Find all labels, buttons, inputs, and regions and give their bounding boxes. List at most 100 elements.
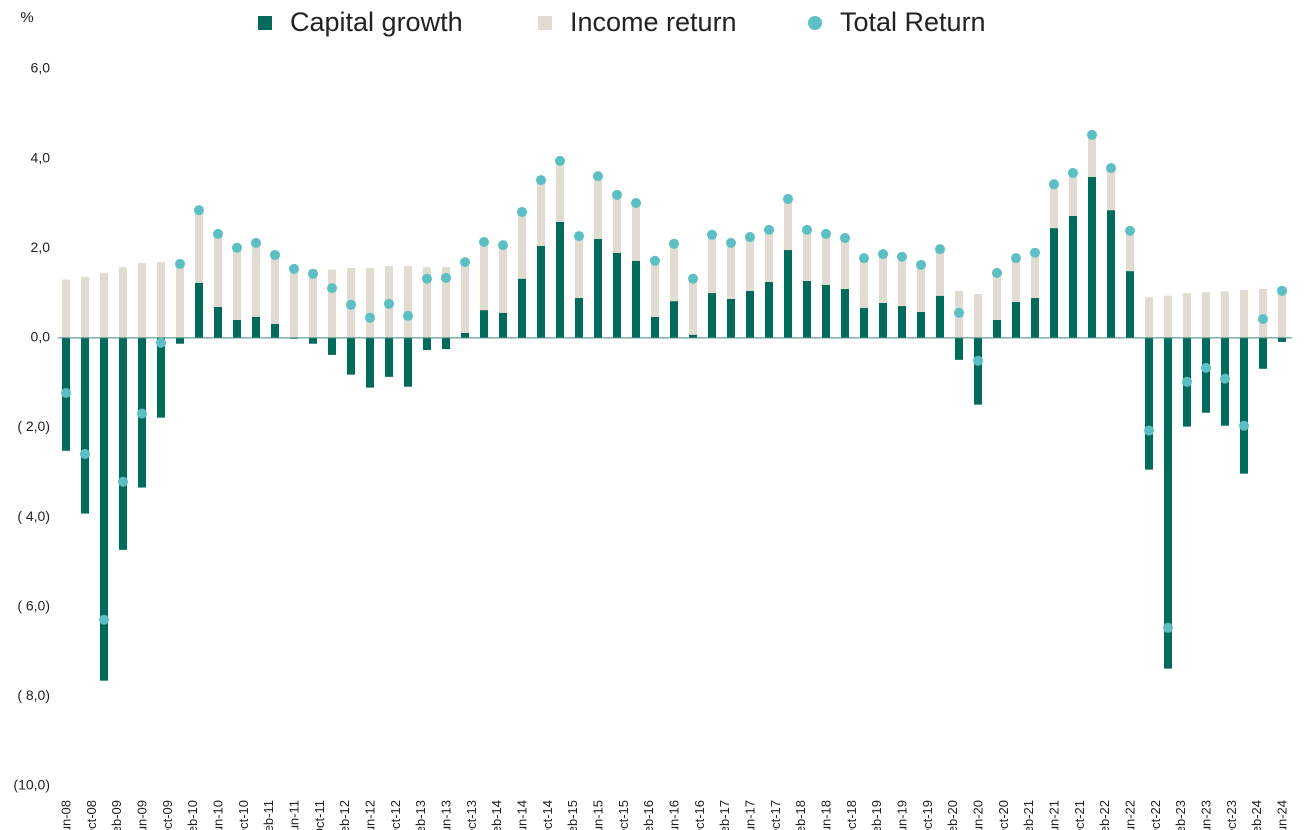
bar <box>1126 230 1134 272</box>
dot <box>1049 179 1059 190</box>
bar <box>974 337 982 405</box>
x-tick-label: Feb-24 <box>1249 800 1264 830</box>
x-tick-label: Oct-19 <box>920 800 935 830</box>
bar <box>176 262 184 338</box>
legend-label: Capital growth <box>290 7 463 37</box>
bar <box>442 267 450 338</box>
bar <box>879 254 887 303</box>
x-tick-label: Jun-23 <box>1198 800 1213 830</box>
dot <box>99 614 109 625</box>
bar <box>1031 252 1039 298</box>
dot <box>1068 167 1078 178</box>
dot <box>1220 373 1230 384</box>
bar <box>423 337 431 350</box>
bar <box>575 236 583 298</box>
bar <box>385 337 393 377</box>
dot <box>973 355 983 366</box>
dot <box>1011 253 1021 264</box>
y-tick-label: (10,0) <box>13 777 50 793</box>
dot <box>954 307 964 318</box>
bar <box>309 337 317 344</box>
bar <box>404 266 412 338</box>
bar <box>841 237 849 290</box>
x-tick-label: Feb-17 <box>717 800 732 830</box>
bar <box>1221 291 1229 338</box>
bar <box>1069 172 1077 216</box>
bar <box>784 250 792 338</box>
x-tick-label: Jun-21 <box>1046 800 1061 830</box>
bar <box>81 337 89 514</box>
x-tick-label: Feb-18 <box>793 800 808 830</box>
dot <box>498 240 508 251</box>
y-tick-label: 0,0 <box>31 329 51 345</box>
x-tick-label: Jun-08 <box>58 800 73 830</box>
bar <box>727 242 735 299</box>
bar <box>936 295 944 338</box>
x-tick-label: Jun-16 <box>666 800 681 830</box>
dot <box>650 255 660 266</box>
x-tick-label: Feb-19 <box>869 800 884 830</box>
dot <box>80 448 90 459</box>
bar <box>1069 215 1077 338</box>
bar <box>993 272 1001 320</box>
dot <box>935 244 945 255</box>
bar <box>993 319 1001 338</box>
bar <box>727 298 735 338</box>
bar <box>974 293 982 338</box>
bar <box>1202 292 1210 338</box>
dot <box>574 231 584 242</box>
x-tick-label: Jun-14 <box>514 800 529 830</box>
bar <box>784 198 792 251</box>
dot <box>479 236 489 247</box>
dot <box>517 206 527 217</box>
bar <box>955 337 963 360</box>
bar <box>1183 293 1191 338</box>
dot <box>1182 376 1192 387</box>
bar <box>594 176 602 239</box>
bar <box>936 249 944 296</box>
x-tick-label: Oct-17 <box>768 800 783 830</box>
bar <box>1145 337 1153 470</box>
dot <box>61 387 71 398</box>
dot <box>232 242 242 253</box>
dot <box>118 476 128 487</box>
bar <box>214 233 222 307</box>
bar <box>613 194 621 253</box>
x-tick-label: Feb-09 <box>109 800 124 830</box>
bar <box>233 247 241 320</box>
bar <box>366 337 374 388</box>
dot <box>270 249 280 260</box>
bar <box>290 267 298 338</box>
bar <box>1240 289 1248 338</box>
x-tick-label: Feb-14 <box>489 800 504 830</box>
bar <box>499 245 507 313</box>
dot <box>327 283 337 294</box>
dot <box>916 259 926 270</box>
bar <box>803 229 811 281</box>
x-tick-label: Jun-24 <box>1274 800 1289 830</box>
dot <box>555 155 565 166</box>
dot <box>365 312 375 323</box>
bar <box>442 337 450 350</box>
legend-marker <box>258 16 272 30</box>
bar <box>1126 271 1134 338</box>
x-tick-label: Oct-22 <box>1148 800 1163 830</box>
dot <box>612 189 622 200</box>
x-tick-label: Jun-20 <box>970 800 985 830</box>
bar <box>1278 337 1286 342</box>
x-tick-label: Oct-16 <box>692 800 707 830</box>
bar <box>708 293 716 338</box>
legend-label: Income return <box>570 7 737 37</box>
bar <box>309 269 317 338</box>
dot <box>669 238 679 249</box>
bar <box>271 254 279 324</box>
y-tick-label: ( 8,0) <box>17 687 50 703</box>
bar <box>746 237 754 291</box>
dot <box>707 229 717 240</box>
bar <box>537 246 545 338</box>
bar <box>860 258 868 308</box>
x-tick-label: Oct-20 <box>996 800 1011 830</box>
dot <box>384 298 394 309</box>
x-tick-label: Feb-21 <box>1021 800 1036 830</box>
bar <box>347 337 355 375</box>
